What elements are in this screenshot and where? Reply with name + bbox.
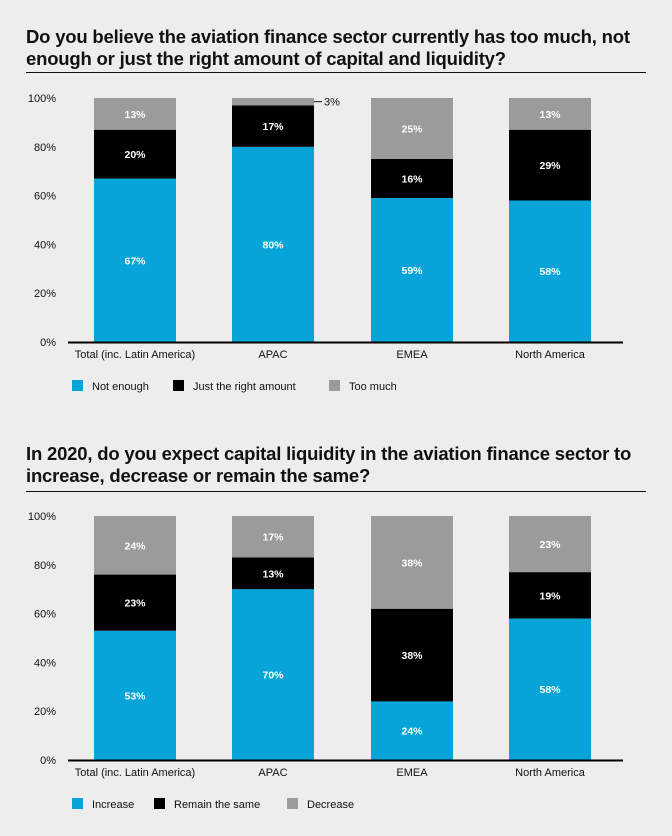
chart-1-title-rule: [26, 72, 646, 73]
data-label: 59%: [401, 265, 423, 277]
data-label: 53%: [124, 690, 146, 702]
legend-label: Remain the same: [174, 799, 260, 811]
data-label: 19%: [539, 590, 561, 602]
y-tick-label: 80%: [34, 560, 56, 572]
bar-segment-decrease: [371, 516, 453, 609]
legend-label: Increase: [92, 799, 134, 811]
data-label: 23%: [539, 539, 561, 551]
bar-segment-not-enough: [94, 178, 176, 342]
x-category-label: APAC: [258, 767, 287, 779]
data-label: 17%: [262, 121, 284, 133]
bar-segment-remain-the-same: [371, 608, 453, 702]
outside-data-label: 3%: [324, 97, 340, 109]
x-category-label: APAC: [258, 349, 287, 361]
bar-segment-remain-the-same: [232, 557, 314, 590]
data-label: 17%: [262, 532, 284, 544]
bar-segment-decrease: [232, 516, 314, 558]
data-label: 13%: [262, 568, 284, 580]
y-tick-label: 60%: [34, 191, 56, 203]
y-tick-label: 40%: [34, 657, 56, 669]
y-tick-label: 20%: [34, 706, 56, 718]
bar-segment-increase: [94, 630, 176, 760]
legend-label: Decrease: [307, 799, 354, 811]
bar-segment-just-the-right-amount: [232, 105, 314, 147]
legend-label: Just the right amount: [193, 381, 296, 393]
bar-segment-too-much: [371, 98, 453, 159]
data-label: 80%: [262, 239, 284, 251]
data-label: 38%: [401, 557, 423, 569]
y-tick-label: 40%: [34, 239, 56, 251]
bar-segment-just-the-right-amount: [509, 129, 591, 201]
y-tick-label: 0%: [40, 337, 56, 349]
chart-2-svg: 0% 20% 40% 60% 80% 100% 53% 23% 24% 70% 13% 17% 24% 3…: [28, 511, 623, 811]
bar-segment-increase: [371, 701, 453, 760]
y-tick-label: 0%: [40, 755, 56, 767]
data-label: 16%: [401, 174, 423, 186]
y-tick-label: 60%: [34, 609, 56, 621]
data-label: 58%: [539, 266, 561, 278]
y-tick-label: 80%: [34, 142, 56, 154]
data-label: 29%: [539, 160, 561, 172]
data-label: 25%: [401, 124, 423, 136]
y-tick-label: 20%: [34, 288, 56, 300]
y-tick-label: 100%: [28, 93, 56, 105]
data-label: 67%: [124, 255, 146, 267]
bar-segment-decrease: [509, 516, 591, 573]
legend-swatch: [154, 798, 165, 809]
bar-segment-too-much: [509, 98, 591, 130]
bar-segment-not-enough: [509, 200, 591, 342]
bar-segment-just-the-right-amount: [94, 129, 176, 179]
bar-segment-just-the-right-amount: [371, 159, 453, 199]
chart-2-title: In 2020, do you expect capital liquidity…: [26, 443, 632, 486]
data-label: 24%: [124, 540, 146, 552]
bar-segment-too-much: [94, 98, 176, 130]
data-label: 70%: [262, 670, 284, 682]
legend-swatch: [72, 798, 83, 809]
data-label: 24%: [401, 726, 423, 738]
legend-swatch: [287, 798, 298, 809]
data-label: 13%: [539, 109, 561, 121]
x-category-label: North America: [515, 767, 586, 779]
legend-label: Too much: [349, 381, 397, 393]
data-label: 13%: [124, 109, 146, 121]
x-category-label: North America: [515, 349, 586, 361]
bar-segment-increase: [509, 618, 591, 760]
x-category-label: Total (inc. Latin America): [75, 349, 195, 361]
chart-2-title-rule: [26, 491, 646, 492]
bar-segment-not-enough: [232, 146, 314, 342]
legend-swatch: [72, 380, 83, 391]
x-category-label: EMEA: [396, 767, 428, 779]
bar-segment-not-enough: [371, 198, 453, 342]
bar-segment-remain-the-same: [509, 572, 591, 619]
legend-swatch: [173, 380, 184, 391]
chart-1-title: Do you believe the aviation finance sect…: [26, 26, 630, 69]
x-category-label: EMEA: [396, 349, 428, 361]
bar-segment-decrease: [94, 516, 176, 575]
bar-segment-too-much: [232, 98, 314, 106]
legend-swatch: [329, 380, 340, 391]
data-label: 20%: [124, 149, 146, 161]
y-tick-label: 100%: [28, 511, 56, 523]
data-label: 38%: [401, 650, 423, 662]
x-category-label: Total (inc. Latin America): [75, 767, 195, 779]
data-label: 58%: [539, 684, 561, 696]
bar-segment-increase: [232, 589, 314, 760]
chart-1-svg: 0% 20% 40% 60% 80% 100% 67% 20% 13% 80% 17% 59% 16% 2…: [28, 93, 623, 393]
legend-label: Not enough: [92, 381, 149, 393]
data-label: 23%: [124, 598, 146, 610]
bar-segment-remain-the-same: [94, 574, 176, 631]
